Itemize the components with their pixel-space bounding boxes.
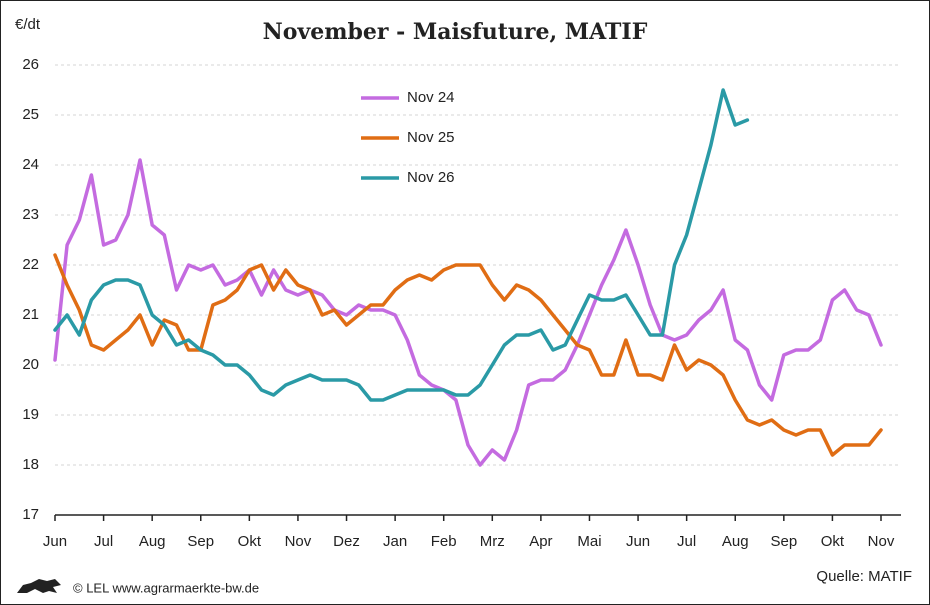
x-tick-label: Mai: [577, 533, 601, 550]
series-line: [53, 88, 750, 402]
x-tick-label: Nov: [285, 533, 312, 550]
x-tick-label: Okt: [238, 533, 262, 550]
x-tick-label: Apr: [529, 533, 552, 550]
y-tick-label: 22: [22, 256, 39, 273]
y-tick-label: 25: [22, 106, 39, 123]
chart-title: November - Maisfuture, MATIF: [263, 19, 648, 45]
series-line: [53, 253, 883, 457]
x-tick-label: Aug: [722, 533, 749, 550]
x-tick-label: Sep: [187, 533, 214, 550]
x-tick-label: Jun: [626, 533, 650, 550]
x-tick-label: Okt: [821, 533, 845, 550]
x-tick-label: Aug: [139, 533, 166, 550]
logo: [17, 579, 61, 593]
x-tick-label: Jun: [43, 533, 67, 550]
x-tick-label: Dez: [333, 533, 360, 550]
x-tick-label: Mrz: [480, 533, 505, 550]
y-tick-label: 23: [22, 206, 39, 223]
y-axis-label: €/dt: [15, 16, 41, 33]
y-tick-label: 26: [22, 56, 39, 73]
x-tick-label: Sep: [770, 533, 797, 550]
y-tick-label: 24: [22, 156, 39, 173]
x-tick-label: Jul: [94, 533, 113, 550]
legend-label: Nov 24: [407, 89, 455, 106]
x-tick-label: Jan: [383, 533, 407, 550]
x-tick-label: Jul: [677, 533, 696, 550]
legend-label: Nov 25: [407, 129, 455, 146]
legend-label: Nov 26: [407, 169, 455, 186]
credit: © LEL www.agrarmaerkte-bw.de: [73, 580, 259, 595]
series-line: [53, 158, 883, 467]
y-tick-label: 21: [22, 306, 39, 323]
y-tick-label: 17: [22, 506, 39, 523]
y-tick-label: 19: [22, 406, 39, 423]
x-tick-label: Feb: [431, 533, 457, 550]
source: Quelle: MATIF: [816, 568, 912, 585]
y-tick-label: 20: [22, 356, 39, 373]
x-tick-label: Nov: [868, 533, 895, 550]
y-tick-label: 18: [22, 456, 39, 473]
